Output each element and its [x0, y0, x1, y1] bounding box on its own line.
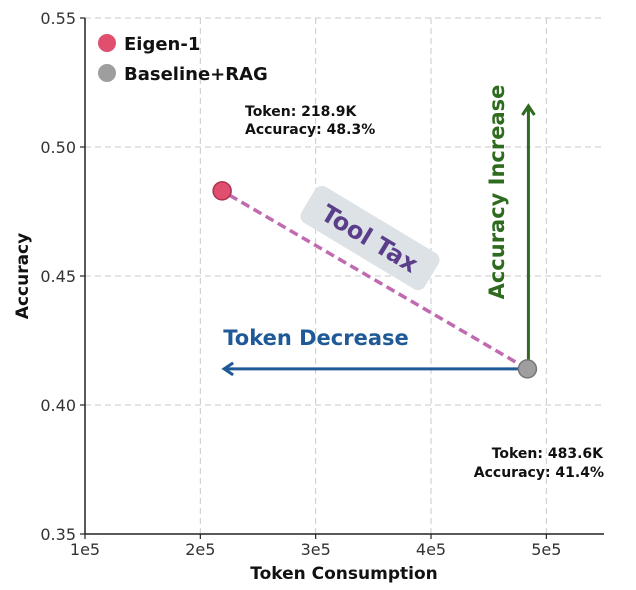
x-tick-labels: 1e5 2e5 3e5 4e5 5e5: [70, 534, 561, 559]
point-eigen-1: [212, 181, 232, 201]
baseline-token-note: Token: 483.6K: [492, 446, 604, 462]
tool-tax-line: [221, 189, 529, 371]
y-axis-title: Accuracy: [13, 233, 33, 319]
legend-marker-baseline-rag: [98, 64, 116, 82]
accuracy-increase-arrowhead: [521, 103, 536, 116]
legend-label-eigen-1: Eigen-1: [124, 34, 200, 55]
y-tick-label: 0.45: [40, 267, 76, 286]
y-tick-label: 0.50: [40, 138, 76, 157]
eigen-accuracy-note: Accuracy: 48.3%: [245, 122, 375, 138]
x-axis-title: Token Consumption: [250, 564, 438, 584]
y-tick-label: 0.55: [40, 9, 76, 28]
legend: Eigen-1 Baseline+RAG: [98, 34, 268, 85]
x-tick-label: 1e5: [70, 540, 100, 559]
y-tick-label: 0.35: [40, 525, 76, 544]
baseline-accuracy-note: Accuracy: 41.4%: [474, 465, 604, 481]
token-decrease-arrowhead: [221, 361, 234, 377]
legend-marker-eigen-1: [98, 34, 116, 52]
x-tick-label: 2e5: [185, 540, 215, 559]
y-tick-label: 0.40: [40, 396, 76, 415]
y-tick-labels: 0.35 0.40 0.45 0.50 0.55: [40, 9, 85, 544]
accuracy-increase-label: Accuracy Increase: [485, 85, 509, 300]
x-tick-label: 3e5: [301, 540, 331, 559]
x-tick-label: 4e5: [416, 540, 446, 559]
x-tick-label: 5e5: [531, 540, 561, 559]
point-baseline-rag: [517, 359, 538, 379]
eigen-token-note: Token: 218.9K: [245, 104, 357, 120]
legend-label-baseline-rag: Baseline+RAG: [124, 64, 268, 85]
token-decrease-label: Token Decrease: [223, 326, 409, 350]
tool-tax-box: [300, 185, 440, 291]
grid-lines: [85, 17, 604, 534]
